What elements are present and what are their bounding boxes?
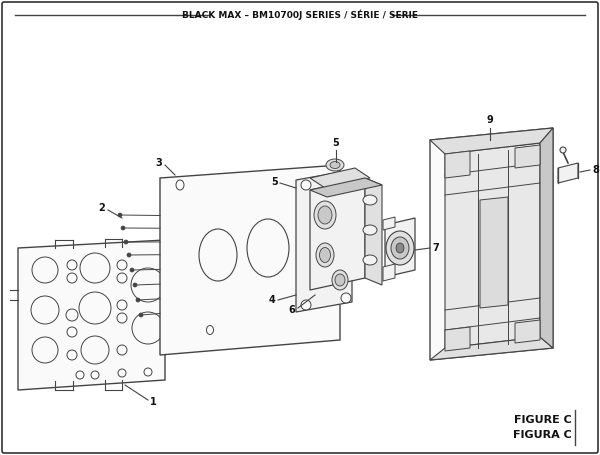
- Circle shape: [127, 253, 131, 257]
- Ellipse shape: [332, 270, 348, 290]
- Circle shape: [341, 293, 351, 303]
- Ellipse shape: [300, 214, 336, 266]
- Circle shape: [124, 240, 128, 244]
- Text: FIGURA C: FIGURA C: [513, 430, 572, 440]
- Text: 3: 3: [155, 158, 162, 168]
- Circle shape: [133, 283, 137, 287]
- Polygon shape: [385, 218, 415, 277]
- Text: 9: 9: [487, 115, 493, 125]
- Circle shape: [301, 300, 311, 310]
- Text: 1: 1: [150, 397, 157, 407]
- Circle shape: [67, 273, 77, 283]
- Circle shape: [76, 371, 84, 379]
- Circle shape: [117, 345, 127, 355]
- Circle shape: [131, 268, 165, 302]
- Circle shape: [560, 147, 566, 153]
- Circle shape: [117, 300, 127, 310]
- Text: 8: 8: [592, 165, 599, 175]
- Polygon shape: [445, 151, 470, 178]
- Polygon shape: [430, 128, 553, 360]
- Ellipse shape: [363, 225, 377, 235]
- Circle shape: [66, 309, 78, 321]
- Circle shape: [81, 336, 109, 364]
- Circle shape: [67, 260, 77, 270]
- Ellipse shape: [386, 231, 414, 265]
- Ellipse shape: [176, 180, 184, 190]
- Ellipse shape: [199, 229, 237, 281]
- Ellipse shape: [396, 243, 404, 253]
- Polygon shape: [430, 337, 553, 360]
- Text: 6: 6: [288, 305, 295, 315]
- Polygon shape: [480, 197, 508, 308]
- Polygon shape: [310, 168, 370, 188]
- Polygon shape: [383, 217, 395, 230]
- Ellipse shape: [363, 195, 377, 205]
- Ellipse shape: [206, 325, 214, 334]
- Circle shape: [80, 253, 110, 283]
- Ellipse shape: [326, 201, 334, 209]
- Circle shape: [136, 298, 140, 302]
- Polygon shape: [365, 178, 382, 285]
- Text: FIGURE C: FIGURE C: [514, 415, 572, 425]
- Text: 2: 2: [98, 203, 105, 213]
- Circle shape: [79, 292, 111, 324]
- Circle shape: [67, 350, 77, 360]
- Ellipse shape: [320, 248, 331, 263]
- Polygon shape: [558, 163, 578, 183]
- Circle shape: [117, 313, 127, 323]
- Polygon shape: [445, 327, 470, 351]
- Polygon shape: [18, 240, 165, 390]
- Polygon shape: [540, 128, 553, 348]
- Ellipse shape: [326, 159, 344, 171]
- Circle shape: [118, 369, 126, 377]
- Circle shape: [121, 226, 125, 230]
- Polygon shape: [310, 178, 382, 197]
- Polygon shape: [310, 178, 365, 290]
- Polygon shape: [160, 165, 340, 355]
- Ellipse shape: [316, 243, 334, 267]
- Ellipse shape: [247, 219, 289, 277]
- Circle shape: [67, 327, 77, 337]
- Ellipse shape: [335, 274, 345, 286]
- Polygon shape: [296, 170, 352, 312]
- Polygon shape: [445, 143, 540, 348]
- Circle shape: [139, 313, 143, 317]
- Text: BLACK MAX – BM10700J SERIES / SÉRIE / SERIE: BLACK MAX – BM10700J SERIES / SÉRIE / SE…: [182, 10, 418, 20]
- Circle shape: [117, 273, 127, 283]
- Ellipse shape: [314, 201, 336, 229]
- Polygon shape: [515, 320, 540, 343]
- Ellipse shape: [363, 255, 377, 265]
- Circle shape: [32, 257, 58, 283]
- Polygon shape: [515, 145, 540, 168]
- Ellipse shape: [330, 162, 340, 168]
- Polygon shape: [430, 128, 553, 154]
- Circle shape: [341, 173, 351, 183]
- Text: 4: 4: [268, 295, 275, 305]
- Circle shape: [130, 268, 134, 272]
- Circle shape: [301, 180, 311, 190]
- Circle shape: [31, 296, 59, 324]
- Text: 7: 7: [432, 243, 439, 253]
- Text: 5: 5: [271, 177, 278, 187]
- Circle shape: [117, 260, 127, 270]
- Circle shape: [91, 371, 99, 379]
- Ellipse shape: [318, 206, 332, 224]
- Polygon shape: [383, 264, 395, 281]
- Circle shape: [118, 213, 122, 217]
- Text: 5: 5: [332, 138, 340, 148]
- Circle shape: [132, 312, 164, 344]
- Ellipse shape: [391, 237, 409, 259]
- Circle shape: [32, 337, 58, 363]
- Circle shape: [144, 368, 152, 376]
